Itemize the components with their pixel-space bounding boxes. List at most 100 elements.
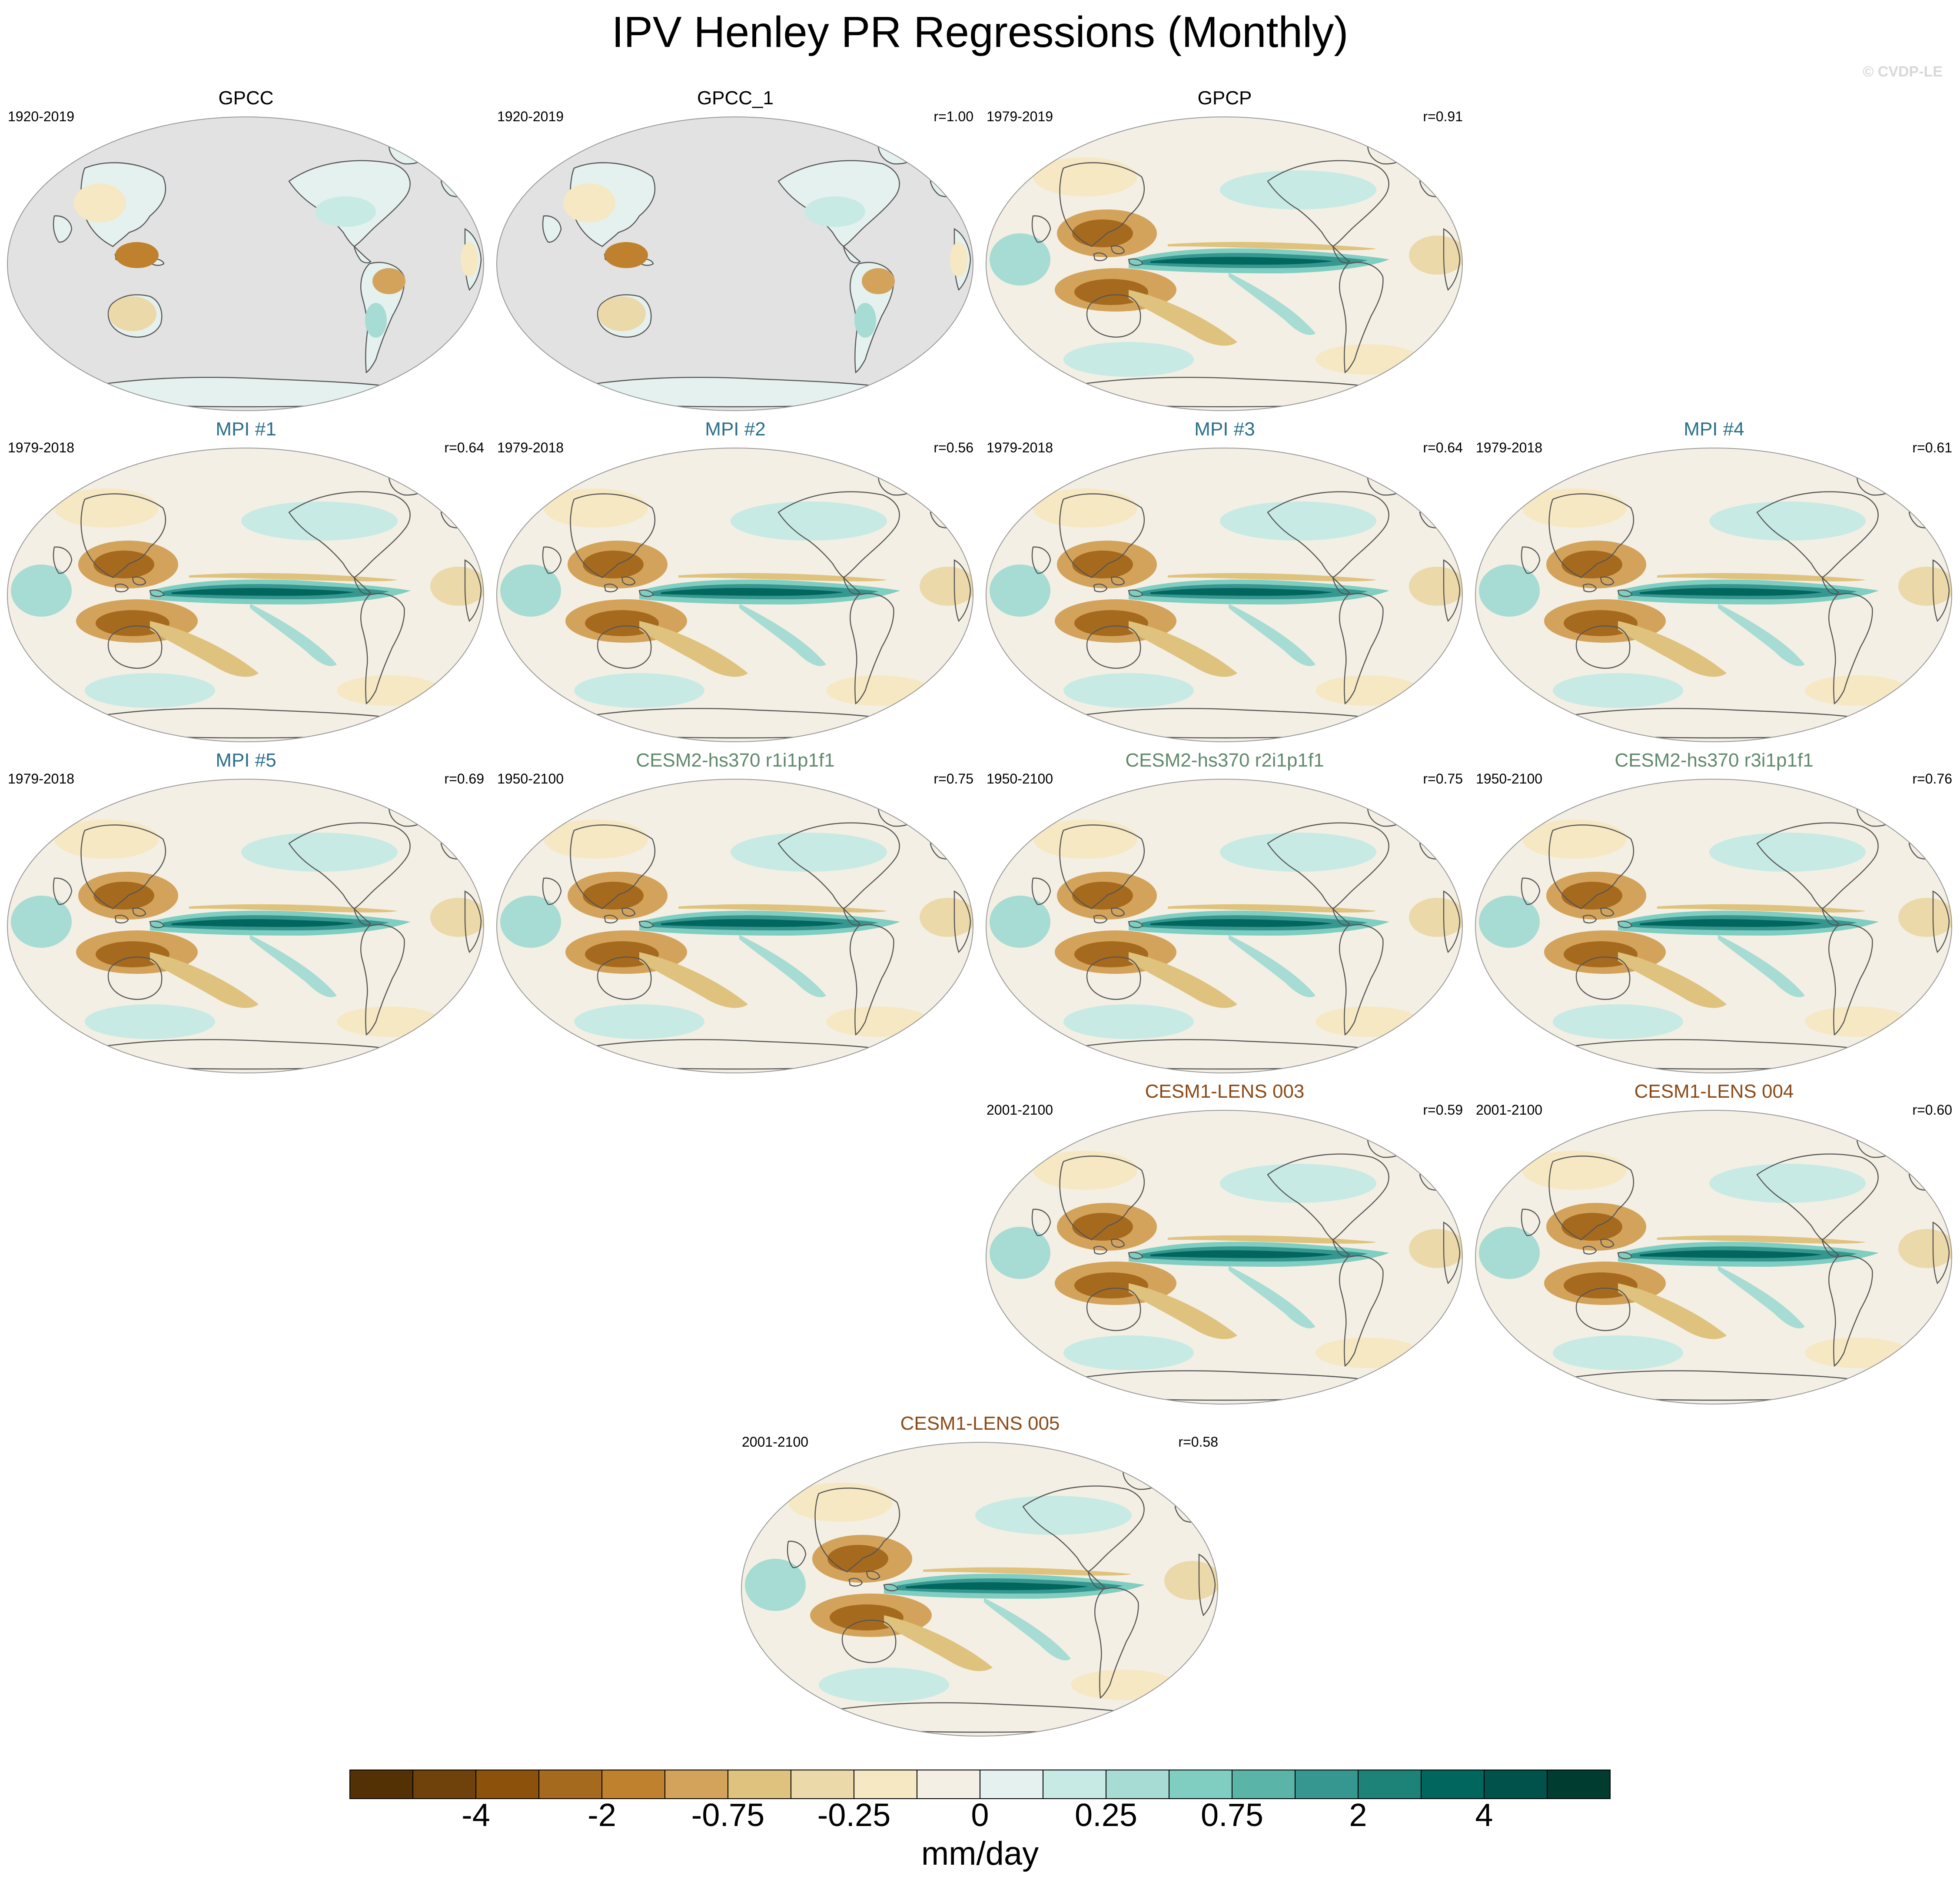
map-field [497,779,973,1073]
atlantic-dry [1898,1229,1952,1268]
north-west-pacific-dry [1033,488,1137,528]
coastline-maritime-3 [1617,589,1633,597]
panel-period: 2001-2100 [987,1102,1053,1118]
robinson-map [7,116,484,411]
coastline-india [1521,546,1541,574]
maritime-dry-north-core [1072,551,1133,578]
spcz-dry-tongue [639,952,748,1008]
south-pacific-wet-band [1063,1004,1194,1039]
equatorial-wet-core [1640,919,1822,927]
colorbar-box [1106,1770,1169,1799]
maritime-dry-north-core [583,882,644,910]
robinson-map [7,448,484,742]
coastline-australia [597,625,652,669]
colorbar-box [1358,1770,1422,1799]
robinson-map [1475,1110,1952,1405]
coastline-maritime-2 [1600,907,1615,917]
south-america-wet [854,303,876,338]
indian-ocean-wet [500,564,561,617]
north-america-wet [315,196,376,227]
spcz-dry-tongue [1618,952,1727,1008]
map-field [497,448,973,742]
north-pacific-wet-band [1220,1164,1376,1203]
coastline-maritime-2 [132,907,146,917]
coastline-india [1031,877,1051,905]
panel-title: GPCC_1 [697,87,774,109]
coastline-australia [1575,1288,1631,1331]
north-pacific-wet-band [241,833,398,872]
itcz-dry-strip [1168,242,1376,250]
map-field [1475,779,1952,1073]
equatorial-wet-core [661,919,844,927]
coastline-antarctica [92,708,412,739]
coastline-australia [1086,625,1141,669]
colorbar-box [1421,1770,1485,1799]
south-pacific-wet-band [1063,342,1194,377]
maritime-dry-north-core [1561,882,1622,910]
coastline-africa-edge [1443,1222,1461,1285]
atlantic-dry [1898,567,1952,606]
coastline-africa-edge [953,890,971,953]
map-field [986,779,1462,1073]
coastline-maritime-1 [1093,584,1108,592]
south-east-pacific-wet-arm [984,1598,1071,1660]
africa-anomaly [950,242,967,277]
map-border [7,779,484,1073]
indian-ocean-wet [1479,896,1540,948]
coastline-north-america [777,491,900,578]
colorbar-tick-label: 0.75 [1200,1797,1264,1833]
itcz-dry-strip [1657,573,1866,581]
south-pacific-wet-band [1063,673,1194,708]
atlantic-dry [430,567,484,606]
coastline-maritime-2 [1600,1239,1615,1248]
map-border [7,448,484,742]
coastline-central-america [353,245,372,264]
coastline-maritime-1 [1093,915,1108,923]
coastline-maritime-2 [621,907,636,917]
panel-title: CESM2-hs370 r3i1p1f1 [1615,750,1814,771]
atlantic-dry [1164,1561,1218,1600]
south-atlantic-dry [1805,1338,1909,1368]
coastline-maritime-2 [132,576,146,586]
south-atlantic-dry [826,1006,930,1037]
coastline-maritime-3 [149,589,165,597]
indian-ocean-wet [1479,564,1540,617]
coastline-africa-edge [1932,1222,1950,1285]
coastline-australia [107,625,163,669]
map-panel-gpcc: GPCC 1920-2019 [4,87,488,411]
south-east-pacific-wet-arm [1718,1266,1805,1328]
spcz-dry-tongue [1129,621,1237,677]
coastline-asia-east [1548,493,1634,578]
equatorial-wet-core [906,1582,1088,1590]
coastline-maritime-1 [114,915,129,923]
colorbar-tick-label: -0.25 [817,1797,891,1833]
missing-ocean [497,117,973,411]
equatorial-wet-core [1150,919,1333,927]
atlantic-dry [1409,898,1462,937]
itcz-dry-strip [1657,1235,1866,1244]
spcz-dry-tongue [1129,290,1237,346]
panel-title: GPCP [1197,87,1252,109]
colorbar-box [412,1770,476,1799]
coastline-antarctica [826,1702,1146,1733]
colorbar-tick-label: 0.25 [1074,1797,1138,1833]
colorbar-box [1484,1770,1548,1799]
panel-title: CESM1-LENS 004 [1634,1081,1794,1102]
itcz-dry-strip [1168,1235,1376,1244]
robinson-map [496,779,973,1073]
south-atlantic-dry [1805,675,1909,706]
panel-period: 1979-2018 [987,440,1053,455]
panel-correlation: r=0.64 [1423,440,1463,455]
coastline-central-america [1821,907,1840,926]
indian-ocean-wet [11,896,72,948]
coastline-antarctica [1071,1039,1391,1070]
coastline-north-america [288,491,411,578]
map-field [986,1110,1462,1404]
amazon-anomaly [372,268,405,294]
coastline-maritime-3 [1617,1252,1633,1259]
coastline-india [53,877,73,905]
atlantic-dry [1409,567,1462,606]
equatorial-wet-core [172,588,354,596]
coastline-central-america [1332,907,1350,926]
atlantic-dry [1898,898,1952,937]
